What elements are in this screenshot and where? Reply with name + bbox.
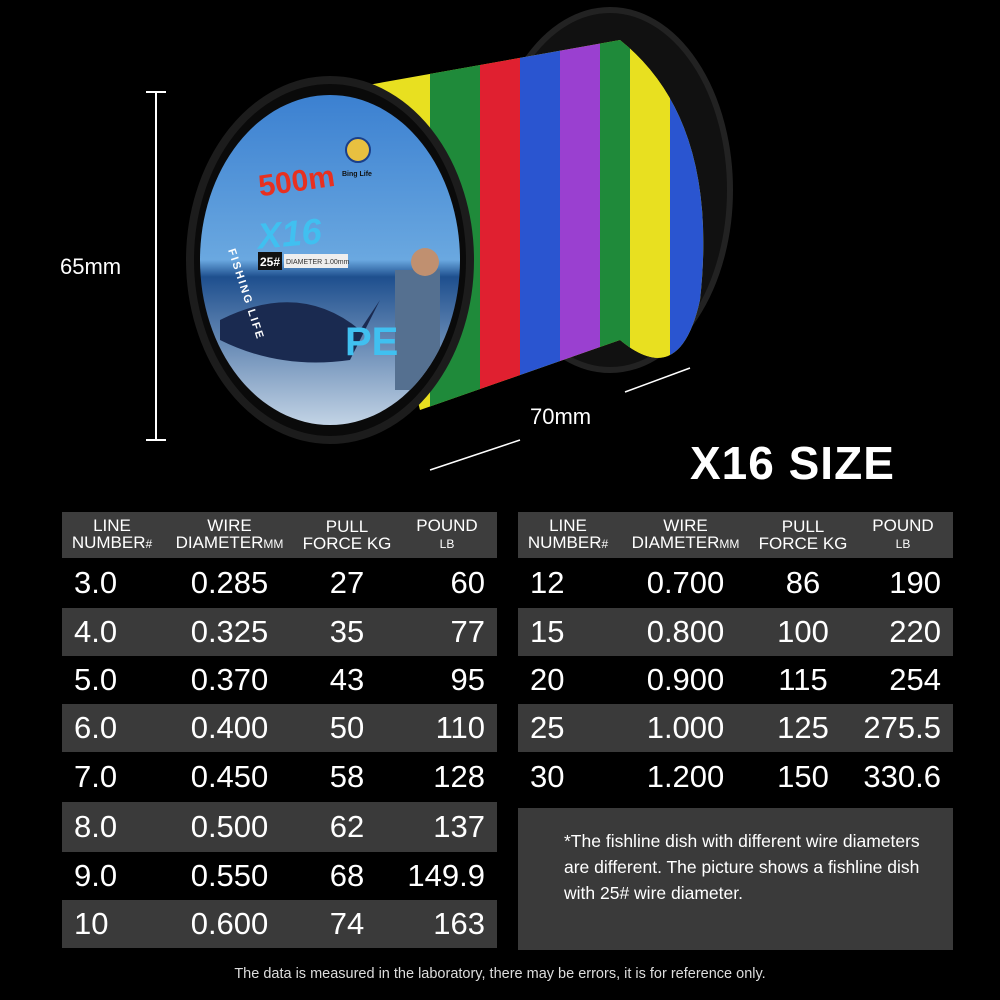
wire-diameter-cell: 0.500: [190, 809, 269, 844]
pound-cell: 128: [433, 759, 485, 794]
pound-cell: 77: [450, 614, 485, 649]
line-number-label: 25#: [260, 255, 280, 269]
pull-force-cell: 125: [777, 710, 829, 745]
wire-diameter-cell: 0.370: [190, 662, 269, 697]
width-dimension-label: 70mm: [530, 404, 592, 429]
pound-cell: 60: [450, 565, 485, 600]
pull-force-cell: 58: [329, 759, 365, 794]
pull-force-cell: 62: [329, 809, 365, 844]
pull-force-cell: 100: [777, 614, 829, 649]
wire-diameter-cell: 0.450: [190, 759, 269, 794]
note-text: *The fishline dish with different wire d…: [518, 808, 953, 950]
line-number-cell: 7.0: [74, 759, 118, 794]
brand-name: Bing Life: [342, 171, 372, 178]
pull-force-cell: 115: [778, 662, 828, 697]
pull-force-cell: 50: [329, 710, 365, 745]
table-row: 9.0 0.550 68 149.9: [62, 852, 497, 900]
pull-force-cell: 68: [329, 858, 365, 893]
table-row: 3.0 0.285 27 60: [62, 558, 497, 608]
size-table-left: LINE NUMBER# WIRE DIAMETERMM PULL FORCE KG …: [62, 512, 497, 948]
pound-cell: 220: [889, 614, 941, 649]
line-number-cell: 4.0: [74, 614, 118, 649]
header-pound: POUND LB: [416, 516, 478, 551]
pound-cell: 163: [433, 906, 485, 941]
pull-force-cell: 43: [329, 662, 365, 697]
pull-force-cell: 150: [777, 759, 829, 794]
pound-cell: 190: [889, 565, 941, 600]
diameter-label: DIAMETER 1.00mm: [286, 259, 350, 266]
pound-cell: 149.9: [407, 858, 485, 893]
pull-force-cell: 35: [329, 614, 365, 649]
pull-force-cell: 74: [329, 906, 365, 941]
table-row: 10 0.600 74 163: [62, 900, 497, 948]
line-number-cell: 12: [530, 565, 565, 600]
pull-force-cell: 86: [785, 565, 821, 600]
table-row: 20 0.900 115 254: [518, 656, 953, 704]
pound-cell: 275.5: [863, 710, 941, 745]
strands-label: X16: [254, 210, 324, 257]
table-row: 12 0.700 86 190: [518, 558, 953, 608]
header-pull-force: PULL FORCE KG: [758, 517, 848, 553]
header-line-number: LINE NUMBER#: [71, 516, 153, 552]
pull-force-cell: 27: [329, 565, 365, 600]
line-number-cell: 6.0: [74, 710, 118, 745]
pound-cell: 330.6: [863, 759, 941, 794]
wire-diameter-cell: 0.325: [190, 614, 269, 649]
line-number-cell: 5.0: [74, 662, 118, 697]
line-number-cell: 9.0: [74, 858, 118, 893]
header-pound: POUND LB: [872, 516, 934, 551]
table-row: 7.0 0.450 58 128: [62, 752, 497, 802]
fishing-line-spool-image: Bing Life 500m X16 25# DIAMETER 1.00mm F…: [146, 7, 733, 471]
footer-disclaimer: The data is measured in the laboratory, …: [234, 966, 766, 982]
table-header: LINE NUMBER# WIRE DIAMETERMM PULL FORCE KG …: [518, 512, 953, 558]
line-number-cell: 3.0: [74, 565, 118, 600]
table-row: 15 0.800 100 220: [518, 608, 953, 656]
wire-diameter-cell: 0.400: [190, 710, 269, 745]
wire-diameter-cell: 0.700: [646, 565, 725, 600]
table-row: 6.0 0.400 50 110: [62, 704, 497, 752]
line-number-cell: 20: [530, 662, 565, 697]
table-header: LINE NUMBER# WIRE DIAMETERMM PULL FORCE KG …: [62, 512, 497, 558]
table-row: 8.0 0.500 62 137: [62, 802, 497, 852]
height-dimension-label: 65mm: [60, 254, 122, 279]
line-number-cell: 15: [530, 614, 565, 649]
line-number-cell: 8.0: [74, 809, 118, 844]
wire-diameter-cell: 0.800: [646, 614, 725, 649]
type-label: PE: [345, 320, 398, 364]
table-row: 25 1.000 125 275.5: [518, 704, 953, 752]
brand-logo-icon: [345, 137, 371, 163]
line-number-cell: 10: [74, 906, 109, 941]
pound-cell: 110: [435, 710, 485, 745]
wire-diameter-cell: 0.600: [190, 906, 269, 941]
header-pull-force: PULL FORCE KG: [302, 517, 392, 553]
table-row: 5.0 0.370 43 95: [62, 656, 497, 704]
header-line-number: LINE NUMBER#: [527, 516, 609, 552]
size-table-right: LINE NUMBER# WIRE DIAMETERMM PULL FORCE KG …: [518, 512, 953, 802]
header-wire-diameter: WIRE DIAMETERMM: [631, 516, 740, 552]
wire-diameter-cell: 0.550: [190, 858, 269, 893]
wire-diameter-cell: 1.000: [646, 710, 725, 745]
pound-cell: 254: [889, 662, 941, 697]
table-row: 30 1.200 150 330.6: [518, 752, 953, 802]
line-number-cell: 25: [530, 710, 565, 745]
header-wire-diameter: WIRE DIAMETERMM: [175, 516, 284, 552]
wire-diameter-cell: 1.200: [646, 759, 725, 794]
line-number-cell: 30: [530, 759, 565, 794]
size-title: X16 SIZE: [690, 437, 895, 489]
wire-diameter-cell: 0.285: [190, 565, 269, 600]
wire-diameter-cell: 0.900: [646, 662, 725, 697]
pound-cell: 95: [450, 662, 485, 697]
table-row: 4.0 0.325 35 77: [62, 608, 497, 656]
pound-cell: 137: [433, 809, 485, 844]
